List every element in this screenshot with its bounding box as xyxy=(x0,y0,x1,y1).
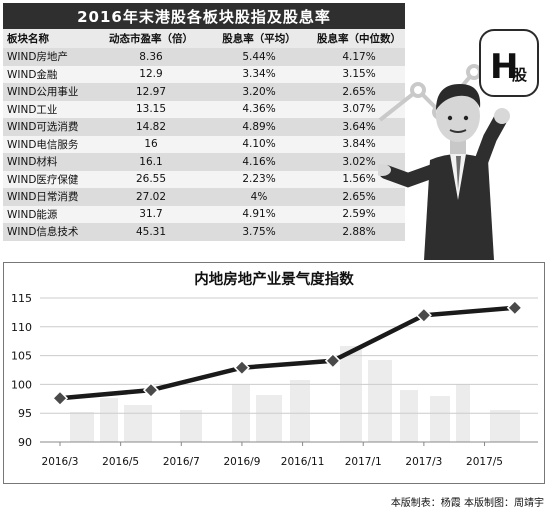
data-point xyxy=(142,382,160,399)
data-point xyxy=(51,390,69,407)
dividend-table: 板块名称 动态市盈率（倍） 股息率（平均） 股息率（中位数） WIND房地产 8.… xyxy=(3,29,405,241)
table-row: WIND信息技术 45.31 3.75% 2.88% xyxy=(3,223,405,241)
header-pe: 动态市盈率（倍） xyxy=(97,29,205,48)
cell-sector: WIND能源 xyxy=(3,205,97,223)
header-sector: 板块名称 xyxy=(3,29,97,48)
cell-sector: WIND医疗保健 xyxy=(3,170,97,188)
cell-sector: WIND信息技术 xyxy=(3,223,97,241)
table-row: WIND工业 13.15 4.36% 3.07% xyxy=(3,100,405,118)
cell-pe: 14.82 xyxy=(97,118,205,136)
table-row: WIND房地产 8.36 5.44% 4.17% xyxy=(3,48,405,66)
cell-yield-median: 3.07% xyxy=(313,100,405,118)
cell-pe: 12.97 xyxy=(97,83,205,101)
header-yield-median: 股息率（中位数） xyxy=(313,29,405,48)
cell-sector: WIND房地产 xyxy=(3,48,97,66)
cell-yield-avg: 4.91% xyxy=(205,205,313,223)
cell-yield-median: 2.59% xyxy=(313,205,405,223)
table-row: WIND电信服务 16 4.10% 3.84% xyxy=(3,135,405,153)
cell-pe: 27.02 xyxy=(97,188,205,206)
dividend-table-panel: 2016年末港股各板块股指及股息率 板块名称 动态市盈率（倍） 股息率（平均） … xyxy=(3,3,405,255)
cell-yield-avg: 4.16% xyxy=(205,153,313,171)
x-tick-label: 2016/3 xyxy=(42,456,79,468)
cell-sector: WIND金融 xyxy=(3,65,97,83)
table-header-row: 板块名称 动态市盈率（倍） 股息率（平均） 股息率（中位数） xyxy=(3,29,405,48)
cell-yield-median: 4.17% xyxy=(313,48,405,66)
header-yield-avg: 股息率（平均） xyxy=(205,29,313,48)
table-row: WIND日常消费 27.02 4% 2.65% xyxy=(3,188,405,206)
table-title: 2016年末港股各板块股指及股息率 xyxy=(3,3,405,29)
y-tick-label: 110 xyxy=(11,321,32,334)
cell-yield-avg: 4.36% xyxy=(205,100,313,118)
cell-pe: 16 xyxy=(97,135,205,153)
cell-sector: WIND工业 xyxy=(3,100,97,118)
chart-grid xyxy=(40,297,538,443)
x-tick-label: 2016/5 xyxy=(102,456,139,468)
data-point xyxy=(506,299,523,316)
cell-pe: 13.15 xyxy=(97,100,205,118)
cell-sector: WIND公用事业 xyxy=(3,83,97,101)
y-tick-label: 115 xyxy=(11,292,32,305)
businessman-illustration: H 股 xyxy=(378,29,539,260)
cell-yield-median: 3.64% xyxy=(313,118,405,136)
cell-yield-avg: 3.75% xyxy=(205,223,313,241)
cell-sector: WIND日常消费 xyxy=(3,188,97,206)
cell-pe: 45.31 xyxy=(97,223,205,241)
data-point xyxy=(233,359,250,376)
cell-pe: 8.36 xyxy=(97,48,205,66)
data-point xyxy=(415,307,432,324)
x-tick-label: 2016/7 xyxy=(163,456,200,468)
cell-sector: WIND电信服务 xyxy=(3,135,97,153)
cell-yield-avg: 4% xyxy=(205,188,313,206)
y-tick-label: 100 xyxy=(11,378,32,391)
x-tick-label: 2016/11 xyxy=(281,456,325,468)
table-row: WIND可选消费 14.82 4.89% 3.64% xyxy=(3,118,405,136)
y-axis: 90 95 100 105 110 115 xyxy=(11,292,32,449)
cell-sector: WIND可选消费 xyxy=(3,118,97,136)
cell-yield-median: 3.84% xyxy=(313,135,405,153)
cell-yield-median: 3.15% xyxy=(313,65,405,83)
y-tick-label: 95 xyxy=(18,407,32,420)
cell-yield-avg: 3.34% xyxy=(205,65,313,83)
cell-yield-avg: 5.44% xyxy=(205,48,313,66)
x-tick-label: 2016/9 xyxy=(223,456,260,468)
cell-yield-median: 2.65% xyxy=(313,188,405,206)
badge-letter: H xyxy=(490,47,518,87)
chart-panel xyxy=(3,262,545,484)
skyline-background xyxy=(70,346,520,442)
x-tick-label: 2017/5 xyxy=(466,456,503,468)
y-tick-label: 90 xyxy=(18,436,32,449)
cell-yield-avg: 4.89% xyxy=(205,118,313,136)
data-point xyxy=(324,352,341,369)
x-tick-label: 2017/3 xyxy=(405,456,442,468)
table-row: WIND医疗保健 26.55 2.23% 1.56% xyxy=(3,170,405,188)
cell-yield-avg: 2.23% xyxy=(205,170,313,188)
cell-pe: 16.1 xyxy=(97,153,205,171)
series-line xyxy=(51,299,523,407)
cell-pe: 31.7 xyxy=(97,205,205,223)
h-share-badge-icon: H 股 xyxy=(479,29,539,97)
cell-sector: WIND材料 xyxy=(3,153,97,171)
table-row: WIND金融 12.9 3.34% 3.15% xyxy=(3,65,405,83)
table-row: WIND能源 31.7 4.91% 2.59% xyxy=(3,205,405,223)
badge-text: 股 xyxy=(512,66,528,84)
chart-title: 内地房地产业景气度指数 xyxy=(194,272,354,288)
cell-yield-median: 2.65% xyxy=(313,83,405,101)
credit-line: 本版制表：杨霞 本版制图：周靖宇 xyxy=(390,498,544,509)
cell-yield-median: 2.88% xyxy=(313,223,405,241)
cell-yield-avg: 3.20% xyxy=(205,83,313,101)
cell-pe: 12.9 xyxy=(97,65,205,83)
x-tick-label: 2017/1 xyxy=(345,456,382,468)
cell-pe: 26.55 xyxy=(97,170,205,188)
y-tick-label: 105 xyxy=(11,350,32,363)
series-line-path xyxy=(59,305,516,401)
table-row: WIND公用事业 12.97 3.20% 2.65% xyxy=(3,83,405,101)
cell-yield-avg: 4.10% xyxy=(205,135,313,153)
x-axis: 2016/3 2016/5 2016/7 2016/9 2016/11 2017/1 201… xyxy=(40,441,538,468)
